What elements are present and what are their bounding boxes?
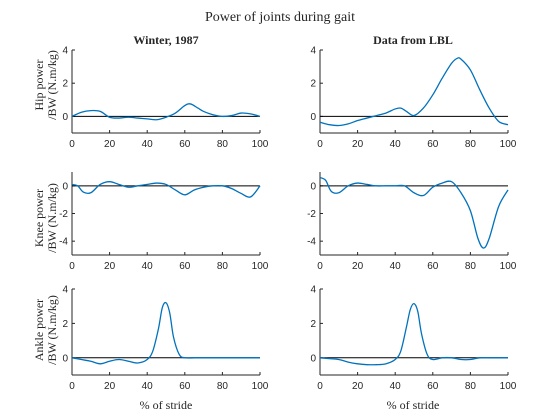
x-tick-label: 60 (427, 139, 439, 150)
x-tick-label: 0 (69, 381, 75, 392)
y-tick-label: 2 (62, 79, 68, 90)
ylabel-hip-line1: Hip power (32, 60, 46, 111)
series-line-ankle-winter (71, 301, 260, 365)
x-tick-label: 40 (142, 139, 154, 150)
series-line-knee-lbl (319, 176, 509, 249)
x-tick-label: 60 (179, 139, 191, 150)
y-tick-label: 0 (310, 112, 316, 123)
y-tick-label: -4 (307, 237, 316, 248)
x-tick-label: 40 (390, 139, 402, 150)
x-tick-label: 0 (69, 261, 75, 272)
x-tick-label: 80 (465, 381, 477, 392)
ylabel-knee-line2: /BW (N.m/kg) (45, 183, 59, 253)
y-tick-label: 4 (62, 46, 68, 57)
y-tick-label: 4 (62, 285, 68, 296)
x-tick-label: 0 (69, 139, 75, 150)
series-line-ankle-lbl (319, 302, 508, 366)
x-tick-label: 100 (252, 261, 269, 272)
x-tick-label: 40 (390, 381, 402, 392)
ylabel-knee-line1: Knee power (32, 189, 46, 247)
x-tick-label: 20 (352, 261, 364, 272)
x-tick-label: 100 (252, 381, 269, 392)
x-tick-label: 80 (217, 381, 229, 392)
ylabel-ankle: Ankle power /BW (N.m/kg) (32, 295, 59, 365)
y-tick-label: 0 (62, 353, 68, 364)
x-tick-label: 20 (104, 381, 116, 392)
x-tick-label: 40 (390, 261, 402, 272)
x-tick-label: 0 (317, 139, 323, 150)
x-tick-label: 20 (104, 139, 116, 150)
x-tick-label: 20 (352, 139, 364, 150)
x-tick-label: 60 (179, 261, 191, 272)
column-title-lbl: Data from LBL (373, 33, 453, 47)
x-tick-label: 80 (217, 261, 229, 272)
figure-title: Power of joints during gait (205, 10, 355, 25)
x-tick-label: 0 (317, 381, 323, 392)
y-tick-label: 4 (310, 285, 316, 296)
ylabel-ankle-line1: Ankle power (32, 299, 46, 361)
x-tick-label: 40 (142, 261, 154, 272)
x-tick-label: 60 (427, 381, 439, 392)
x-tick-label: 80 (465, 261, 477, 272)
panel-knee-lbl: -4 -2 0 0 20 40 60 80 100 (307, 172, 517, 272)
ylabel-hip-line2: /BW (N.m/kg) (45, 50, 59, 120)
y-tick-label: 0 (310, 181, 316, 192)
y-tick-label: 2 (310, 319, 316, 330)
x-tick-label: 100 (500, 381, 517, 392)
ylabel-hip: Hip power /BW (N.m/kg) (32, 50, 59, 120)
x-tick-label: 100 (500, 261, 517, 272)
ylabel-knee: Knee power /BW (N.m/kg) (32, 183, 59, 253)
y-tick-label: -2 (59, 209, 68, 220)
x-tick-label: 60 (427, 261, 439, 272)
xlabel-right: % of stride (387, 398, 440, 412)
series-line-knee-winter (71, 181, 261, 198)
series-line-hip-lbl (319, 57, 509, 127)
y-tick-label: 0 (62, 181, 68, 192)
y-tick-label: -4 (59, 237, 68, 248)
x-tick-label: 100 (252, 139, 269, 150)
x-tick-label: 0 (317, 261, 323, 272)
x-tick-label: 40 (142, 381, 154, 392)
xlabel-left: % of stride (140, 398, 193, 412)
column-title-winter: Winter, 1987 (133, 33, 198, 47)
y-tick-label: -2 (307, 209, 316, 220)
ylabel-ankle-line2: /BW (N.m/kg) (45, 295, 59, 365)
y-tick-label: 2 (310, 79, 316, 90)
x-tick-label: 100 (500, 139, 517, 150)
x-tick-label: 80 (465, 139, 477, 150)
panel-knee-winter: -4 -2 0 0 20 40 60 80 100 (59, 172, 269, 272)
y-tick-label: 0 (310, 353, 316, 364)
y-tick-label: 2 (62, 319, 68, 330)
x-tick-label: 80 (217, 139, 229, 150)
y-tick-label: 4 (310, 46, 316, 57)
y-tick-label: 0 (62, 112, 68, 123)
x-tick-label: 60 (179, 381, 191, 392)
x-tick-label: 20 (104, 261, 116, 272)
series-line-hip-winter (71, 103, 261, 121)
x-tick-label: 20 (352, 381, 364, 392)
